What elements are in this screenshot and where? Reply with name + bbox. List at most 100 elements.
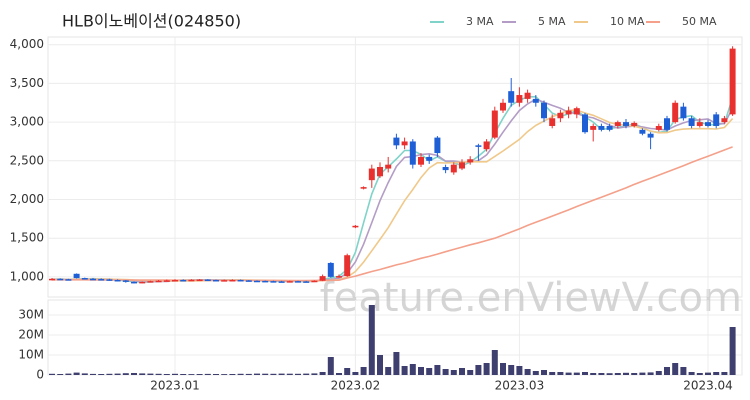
- volume-bar: [81, 373, 88, 375]
- candle-body: [295, 281, 301, 283]
- volume-bar: [139, 373, 146, 375]
- candle-body: [582, 114, 588, 133]
- x-tick-label: 2023.01: [150, 379, 200, 393]
- candle-body: [352, 225, 359, 228]
- candle-body: [557, 112, 564, 119]
- candle-body: [188, 279, 195, 282]
- volume-bar: [286, 373, 293, 375]
- volume-bar: [418, 367, 424, 375]
- volume-bar: [729, 327, 736, 375]
- legend-label: 5 MA: [538, 15, 566, 28]
- candle-body: [434, 137, 441, 154]
- volume-bar: [90, 373, 96, 375]
- candle-body: [327, 262, 334, 277]
- legend-label: 3 MA: [466, 15, 494, 28]
- candle-body: [336, 276, 342, 278]
- volume-bar: [631, 373, 638, 375]
- y-tick-label: 2,000: [10, 192, 44, 206]
- volume-bar: [623, 372, 629, 375]
- volume-bar: [352, 372, 359, 375]
- volume-bar: [721, 372, 728, 375]
- candle-body: [516, 95, 523, 103]
- candle-body: [377, 167, 383, 177]
- candle-body: [286, 281, 293, 283]
- volume-bar: [688, 372, 695, 375]
- candle-body: [155, 280, 162, 283]
- candle-body: [262, 280, 269, 283]
- volume-bar: [303, 373, 310, 375]
- candle-body: [360, 187, 367, 189]
- x-tick-label: 2023.03: [495, 379, 545, 393]
- candle-body: [426, 156, 433, 161]
- volume-bar: [131, 373, 137, 375]
- candle-body: [139, 281, 146, 284]
- volume-bar: [434, 365, 441, 375]
- volume-bar: [270, 373, 277, 375]
- candle-body: [729, 48, 736, 115]
- candle-body: [196, 279, 203, 282]
- volume-bar: [541, 370, 547, 375]
- volume-bar: [672, 363, 679, 375]
- candle-body: [491, 110, 498, 138]
- candle-body: [418, 156, 424, 165]
- volume-bar: [229, 374, 236, 375]
- volume-bar: [442, 369, 449, 375]
- volume-bar: [377, 355, 383, 375]
- volume-bar: [598, 373, 605, 375]
- volume-bar: [237, 373, 244, 375]
- candle-body: [254, 280, 260, 283]
- x-tick-label: 2023.02: [331, 379, 381, 393]
- volume-bar: [647, 372, 654, 375]
- volume-bar: [565, 372, 572, 375]
- volume-bar: [475, 365, 482, 375]
- volume-bar: [114, 373, 121, 375]
- panel: [47, 36, 743, 298]
- candle-body: [450, 164, 457, 173]
- volume-bar: [196, 374, 203, 375]
- ma-line: [52, 146, 733, 282]
- volume-bar: [549, 372, 556, 375]
- volume-bar: [713, 372, 720, 375]
- volume-bar: [705, 372, 711, 375]
- volume-bar: [467, 370, 474, 375]
- volume-bar: [360, 367, 367, 375]
- volume-bar: [426, 368, 433, 375]
- volume-bar: [573, 372, 580, 375]
- candle-body: [57, 278, 64, 281]
- candle-body: [221, 280, 228, 282]
- volume-bar: [122, 373, 129, 375]
- volume-bar: [49, 373, 55, 375]
- volume-bar: [582, 372, 588, 375]
- candle-body: [311, 280, 318, 283]
- candle-body: [705, 122, 711, 126]
- candle-body: [147, 281, 154, 283]
- candle-body: [73, 273, 80, 279]
- volume-bar: [262, 373, 269, 375]
- volume-bar: [319, 372, 326, 375]
- candle-body: [688, 118, 695, 126]
- volume-bar: [639, 372, 646, 375]
- volume-bar: [188, 374, 195, 375]
- volume-bar: [327, 357, 334, 375]
- volume-bar: [65, 373, 72, 375]
- y-tick-label: 30M: [18, 308, 44, 322]
- volume-bar: [254, 373, 260, 375]
- volume-bar: [98, 374, 105, 375]
- candle-body: [393, 137, 400, 146]
- candle-body: [368, 168, 375, 181]
- candle-body: [647, 133, 654, 138]
- candle-body: [672, 102, 679, 123]
- candle-body: [344, 255, 351, 277]
- candle-body: [508, 91, 515, 103]
- candle-body: [623, 122, 629, 126]
- volume-bar: [655, 371, 662, 375]
- candle-body: [237, 279, 244, 282]
- candle-body: [122, 280, 129, 282]
- volume-bar: [508, 365, 515, 375]
- candle-body: [114, 279, 121, 282]
- candle-body: [245, 280, 252, 282]
- candle-body: [467, 159, 474, 163]
- volume-bar: [557, 372, 564, 375]
- candle-body: [500, 102, 506, 111]
